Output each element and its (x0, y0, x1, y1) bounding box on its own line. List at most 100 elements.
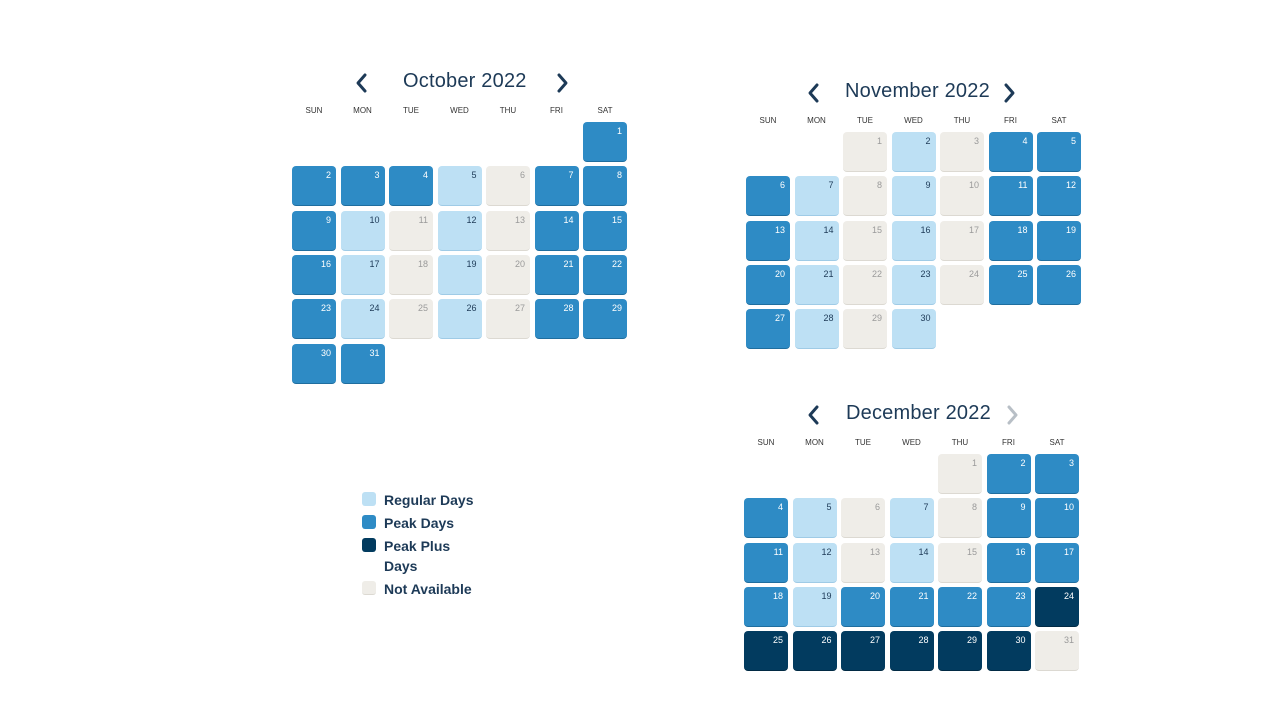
day-cell[interactable]: 26 (437, 299, 482, 340)
weekday-label: MON (805, 438, 824, 447)
legend-swatch (362, 515, 376, 529)
day-cell[interactable]: 2 (891, 132, 936, 172)
day-cell[interactable]: 4 (389, 166, 433, 207)
next-month-button[interactable] (552, 72, 572, 94)
prev-month-button[interactable] (804, 404, 824, 426)
chevron-right-icon (1007, 405, 1018, 425)
day-cell[interactable]: 7 (889, 498, 934, 539)
day-cell[interactable]: 4 (744, 498, 788, 539)
day-cell[interactable]: 11 (744, 542, 788, 583)
day-cell[interactable]: 7 (534, 166, 579, 207)
day-cell[interactable]: 25 (744, 631, 788, 672)
day-cell[interactable]: 2 (292, 166, 336, 207)
day-cell[interactable]: 30 (986, 631, 1031, 672)
day-cell: 15 (843, 220, 887, 261)
day-cell[interactable]: 14 (889, 542, 934, 583)
weekday-label: FRI (1004, 116, 1017, 125)
day-cell: 17 (940, 220, 984, 261)
day-cell[interactable]: 30 (292, 343, 336, 384)
weekday-label: SAT (1049, 438, 1065, 447)
day-cell: 22 (843, 264, 887, 305)
day-cell: 15 (938, 542, 982, 583)
day-cell[interactable]: 20 (746, 264, 790, 305)
day-cell[interactable]: 17 (1035, 542, 1079, 583)
day-cell[interactable]: 1 (583, 122, 627, 162)
day-cell[interactable]: 12 (437, 210, 482, 251)
day-cell[interactable]: 2 (986, 454, 1031, 494)
day-cell[interactable]: 30 (891, 309, 936, 350)
day-cell[interactable]: 12 (792, 542, 837, 583)
day-cell[interactable]: 25 (988, 264, 1033, 305)
day-cell[interactable]: 27 (841, 631, 885, 672)
day-cell[interactable]: 14 (534, 210, 579, 251)
legend-label: Regular Days (384, 492, 474, 508)
day-cell[interactable]: 18 (988, 220, 1033, 261)
day-cell[interactable]: 5 (437, 166, 482, 207)
day-cell[interactable]: 16 (986, 542, 1031, 583)
day-cell[interactable]: 15 (583, 210, 627, 251)
prev-month-button[interactable] (804, 82, 824, 104)
day-cell[interactable]: 19 (1037, 220, 1081, 261)
weekday-label: TUE (403, 106, 419, 115)
day-cell: 31 (1035, 631, 1079, 672)
day-cell[interactable]: 23 (891, 264, 936, 305)
day-cell[interactable]: 13 (746, 220, 790, 261)
day-cell[interactable]: 6 (746, 176, 790, 217)
day-cell[interactable]: 7 (794, 176, 839, 217)
day-cell[interactable]: 18 (744, 586, 788, 627)
day-cell[interactable]: 23 (292, 299, 336, 340)
weekday-label: TUE (857, 116, 873, 125)
day-cell[interactable]: 22 (938, 586, 982, 627)
day-cell[interactable]: 22 (583, 254, 627, 295)
day-cell[interactable]: 11 (988, 176, 1033, 217)
day-cell[interactable]: 24 (340, 299, 385, 340)
day-cell[interactable]: 26 (1037, 264, 1081, 305)
legend-swatch (362, 538, 376, 552)
day-cell[interactable]: 3 (340, 166, 385, 207)
weekday-label: WED (904, 116, 923, 125)
day-cell[interactable]: 3 (1035, 454, 1079, 494)
weekday-label: WED (450, 106, 469, 115)
day-cell[interactable]: 16 (292, 254, 336, 295)
day-cell[interactable]: 27 (746, 309, 790, 350)
day-cell[interactable]: 9 (292, 210, 336, 251)
day-cell[interactable]: 29 (583, 299, 627, 340)
day-cell[interactable]: 10 (340, 210, 385, 251)
day-cell[interactable]: 28 (794, 309, 839, 350)
prev-month-button[interactable] (352, 72, 372, 94)
day-cell[interactable]: 10 (1035, 498, 1079, 539)
day-cell: 1 (938, 454, 982, 494)
day-cell: 27 (486, 299, 530, 340)
day-cell: 8 (938, 498, 982, 539)
day-cell[interactable]: 14 (794, 220, 839, 261)
day-cell[interactable]: 16 (891, 220, 936, 261)
day-cell[interactable]: 9 (891, 176, 936, 217)
day-cell[interactable]: 21 (889, 586, 934, 627)
legend-label: Peak Plus Days (384, 538, 451, 574)
day-cell[interactable]: 31 (340, 343, 385, 384)
day-cell[interactable]: 9 (986, 498, 1031, 539)
weekday-label: MON (807, 116, 826, 125)
day-cell: 29 (843, 309, 887, 350)
next-month-button[interactable] (999, 82, 1019, 104)
day-cell[interactable]: 28 (534, 299, 579, 340)
day-cell[interactable]: 29 (938, 631, 982, 672)
day-cell[interactable]: 24 (1035, 586, 1079, 627)
day-cell: 18 (389, 254, 433, 295)
day-cell[interactable]: 5 (1037, 132, 1081, 172)
day-cell[interactable]: 20 (841, 586, 885, 627)
day-cell[interactable]: 23 (986, 586, 1031, 627)
day-cell[interactable]: 28 (889, 631, 934, 672)
day-cell[interactable]: 19 (792, 586, 837, 627)
day-cell[interactable]: 19 (437, 254, 482, 295)
day-cell[interactable]: 12 (1037, 176, 1081, 217)
day-cell[interactable]: 4 (988, 132, 1033, 172)
day-cell[interactable]: 5 (792, 498, 837, 539)
legend-swatch (362, 581, 376, 595)
day-cell[interactable]: 17 (340, 254, 385, 295)
day-cell[interactable]: 21 (794, 264, 839, 305)
day-cell[interactable]: 8 (583, 166, 627, 207)
day-cell[interactable]: 26 (792, 631, 837, 672)
day-cell[interactable]: 21 (534, 254, 579, 295)
legend-label: Peak Days (384, 515, 455, 531)
